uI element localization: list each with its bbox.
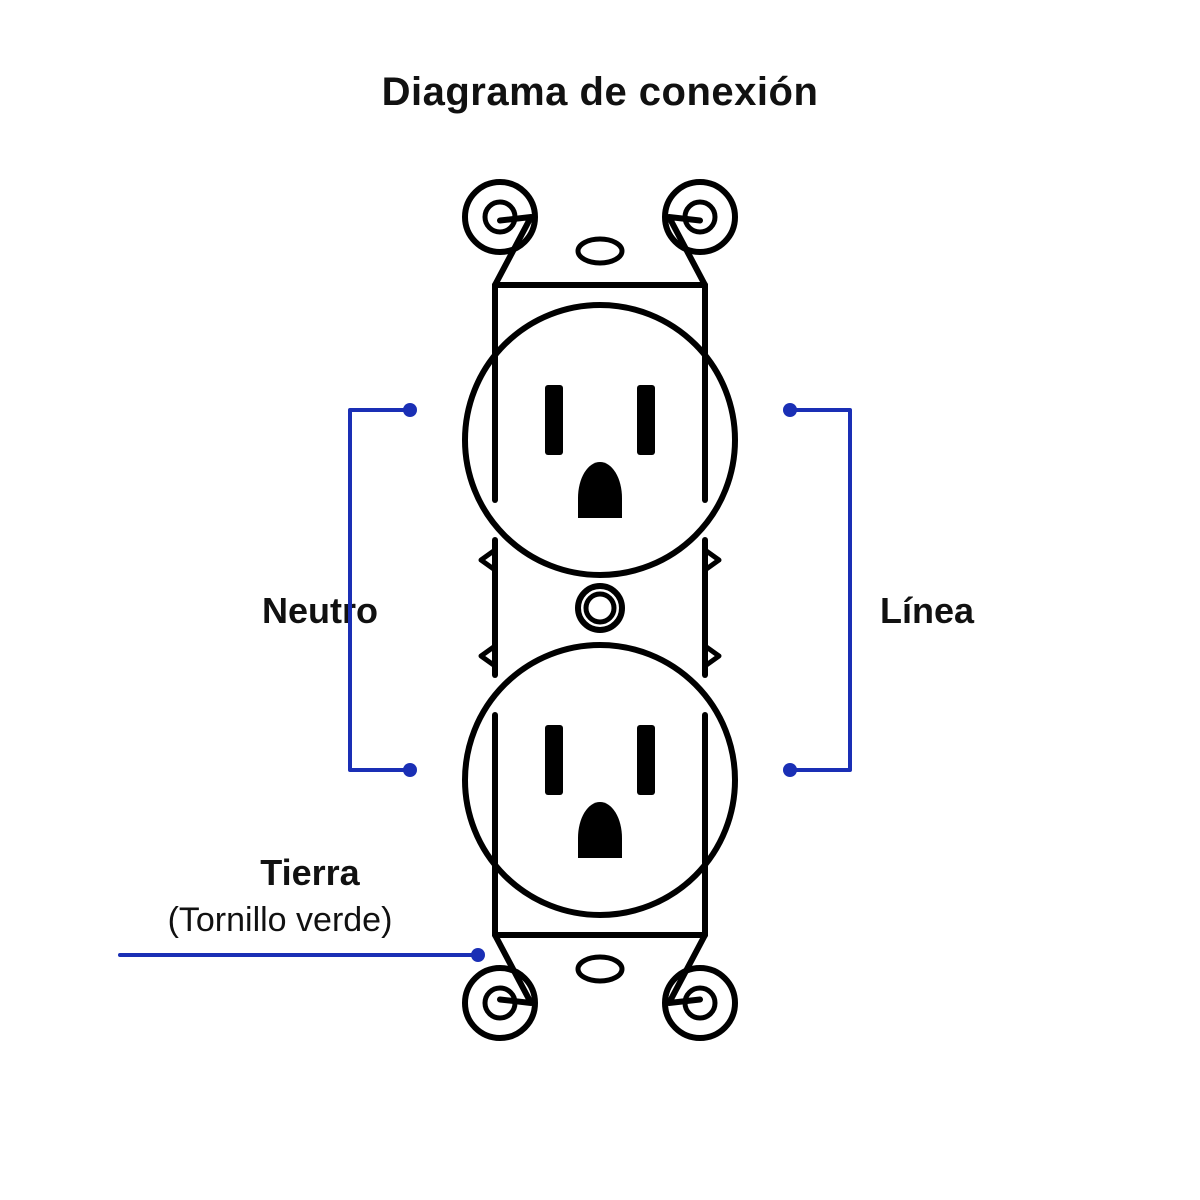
diagram-svg: [0, 0, 1200, 1200]
diagram-canvas: Diagrama de conexión Neutro Línea Tierra…: [0, 0, 1200, 1200]
